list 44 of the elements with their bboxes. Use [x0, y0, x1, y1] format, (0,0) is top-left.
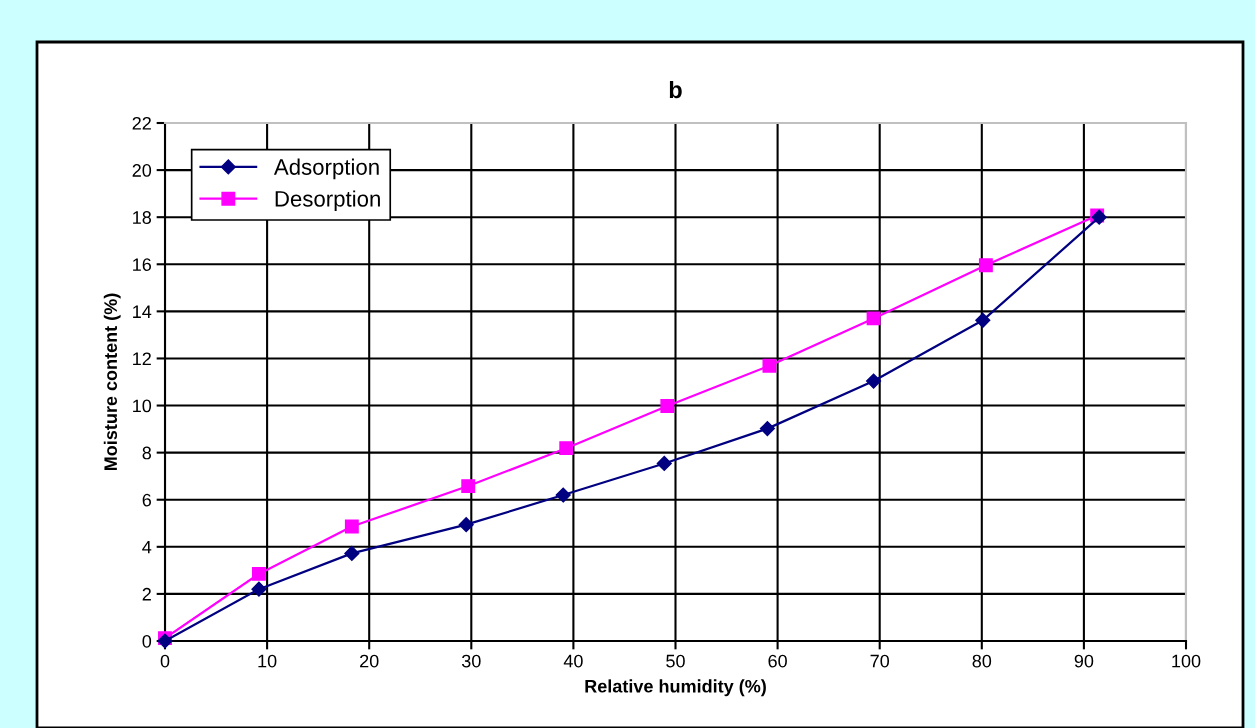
x-tick-label: 100 — [1172, 654, 1201, 668]
y-tick-label: 4 — [142, 540, 152, 554]
y-tick-label: 14 — [133, 305, 152, 318]
y-tick-label: 8 — [142, 446, 152, 460]
point — [660, 399, 675, 413]
y-axis-title: Moisture content (%) — [103, 293, 121, 471]
y-tick-label: 20 — [132, 164, 152, 177]
x-tick-label: 20 — [360, 654, 379, 668]
point — [759, 421, 775, 437]
point — [458, 517, 474, 533]
point — [866, 373, 882, 389]
legend-label: Adsorption — [273, 158, 379, 180]
x-tick-label: 80 — [972, 654, 992, 668]
point — [975, 312, 991, 328]
point — [762, 358, 777, 373]
legend-label: Desorption — [275, 190, 380, 212]
y-tick-label: 0 — [142, 634, 152, 648]
point — [344, 519, 359, 534]
x-tick-label: 70 — [870, 654, 890, 668]
x-tick-label: 60 — [768, 654, 787, 668]
y-tick-label: 6 — [142, 493, 152, 507]
point — [251, 581, 267, 597]
y-tick-label: 10 — [133, 399, 152, 413]
x-axis-title: Relative humidity (%) — [585, 679, 766, 697]
point — [656, 455, 672, 472]
x-tick-label: 50 — [666, 654, 685, 668]
y-tick-label: 16 — [133, 258, 152, 271]
y-tick-label: 18 — [133, 211, 152, 224]
point — [978, 258, 993, 273]
point — [866, 311, 881, 326]
x-tick-label: 90 — [1074, 654, 1094, 668]
point — [344, 545, 360, 561]
x-tick-label: 30 — [461, 654, 481, 668]
y-tick-label: 12 — [133, 352, 151, 365]
x-tick-label: 40 — [563, 654, 583, 668]
y-tick-label: 2 — [142, 587, 151, 601]
point — [461, 479, 476, 494]
point — [555, 487, 571, 503]
x-tick-label: 0 — [160, 654, 170, 668]
y-tick-label: 22 — [132, 116, 151, 130]
point — [251, 566, 266, 581]
point — [559, 441, 574, 456]
x-tick-label: 10 — [258, 654, 277, 668]
chart-title: b — [669, 80, 682, 99]
